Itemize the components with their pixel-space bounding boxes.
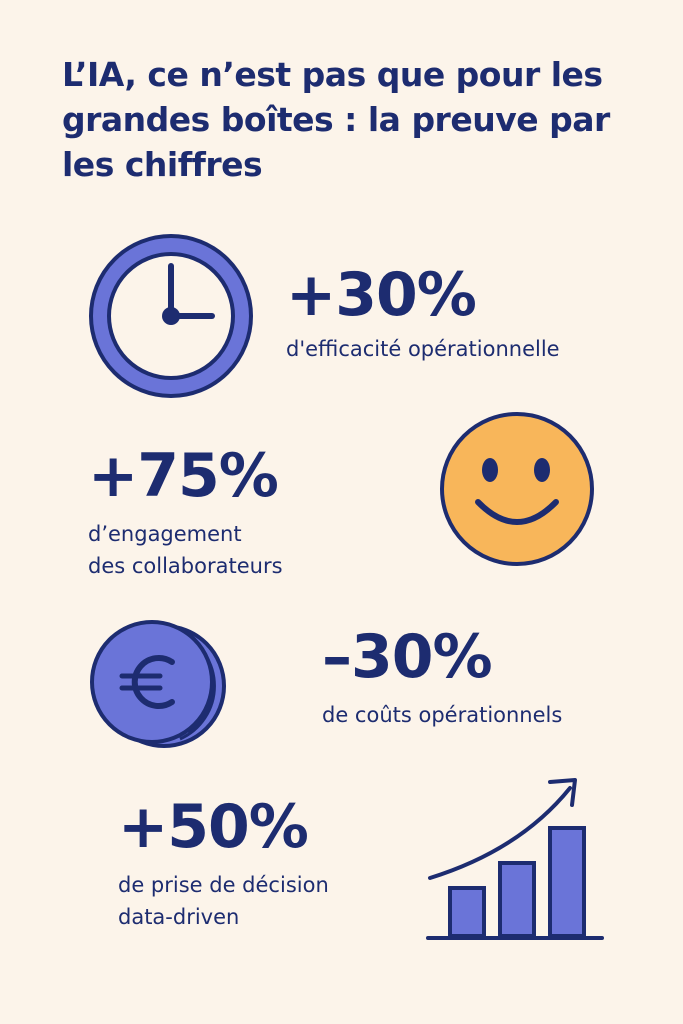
euro-coin-icon xyxy=(88,618,230,754)
stat-costs: –30% de coûts opérationnels xyxy=(322,625,562,731)
stat-value: +75% xyxy=(88,441,279,511)
stat-efficiency: +30% d'efficacité opérationnelle xyxy=(286,263,560,365)
stat-description: d’engagement des collaborateurs xyxy=(88,522,283,578)
clock-icon xyxy=(88,233,254,403)
stat-description: de coûts opérationnels xyxy=(322,703,563,727)
stat-engagement: +75% d’engagement des collaborateurs xyxy=(88,444,283,582)
page-title: L’IA, ce n’est pas que pour les grandes … xyxy=(62,55,610,184)
stat-value: –30% xyxy=(322,622,493,692)
stat-value: +50% xyxy=(118,792,309,862)
smiley-icon xyxy=(438,410,596,572)
stat-data-driven: +50% de prise de décision data-driven xyxy=(118,795,329,933)
stat-description: de prise de décision data-driven xyxy=(118,873,329,929)
stat-description: d'efficacité opérationnelle xyxy=(286,337,560,361)
stat-value: +30% xyxy=(286,260,477,330)
growth-chart-icon xyxy=(420,770,610,954)
